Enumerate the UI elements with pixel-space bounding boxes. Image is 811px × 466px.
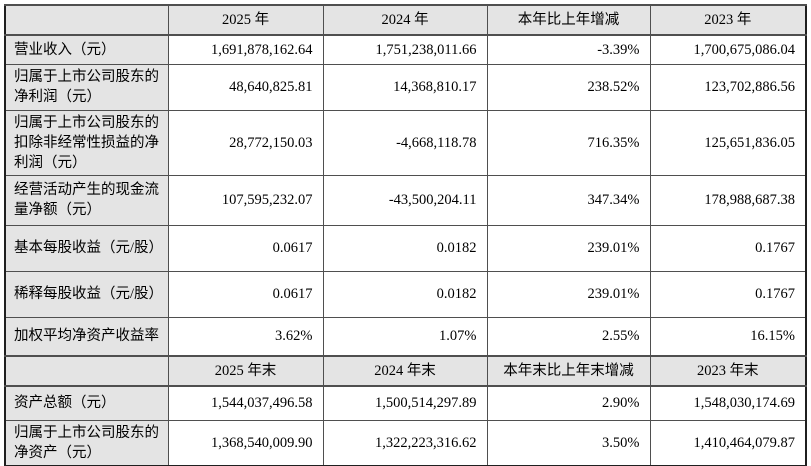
row-label: 基本每股收益（元/股）: [4, 224, 169, 272]
cell-2024: 0.0182: [322, 224, 488, 272]
row-label: 加权平均净资产收益率: [4, 316, 169, 357]
table-row-diluted-eps: 稀释每股收益（元/股） 0.0617 0.0182 239.01% 0.1767: [4, 270, 807, 318]
cell-2024-end: 1,322,223,316.62: [322, 419, 488, 466]
corner-cell: [4, 355, 169, 387]
cell-2023: 123,702,886.56: [649, 63, 807, 111]
row-label: 归属于上市公司股东的扣除非经常性损益的净利润（元）: [4, 109, 169, 176]
cell-2023: 16.15%: [649, 316, 807, 357]
cell-yoy-change: 239.01%: [486, 270, 651, 318]
cell-2024-end: 1,500,514,297.89: [322, 385, 488, 421]
table-row-basic-eps: 基本每股收益（元/股） 0.0617 0.0182 239.01% 0.1767: [4, 224, 807, 272]
cell-period-end-change: 2.90%: [486, 385, 651, 421]
row-label: 营业收入（元）: [4, 34, 169, 65]
col-header-2023: 2023 年: [649, 4, 807, 36]
cell-yoy-change: 716.35%: [486, 109, 651, 176]
cell-yoy-change: 347.34%: [486, 174, 651, 226]
cell-2025-end: 1,544,037,496.58: [167, 385, 324, 421]
cell-2025: 107,595,232.07: [167, 174, 324, 226]
key-financials-table: 2025 年 2024 年 本年比上年增减 2023 年 营业收入（元） 1,6…: [4, 4, 807, 466]
table-row-total-assets: 资产总额（元） 1,544,037,496.58 1,500,514,297.8…: [4, 385, 807, 421]
col-header-2023-end: 2023 年末: [649, 355, 807, 387]
cell-2023-end: 1,410,464,079.87: [649, 419, 807, 466]
cell-yoy-change: 2.55%: [486, 316, 651, 357]
table-row-net-profit: 归属于上市公司股东的净利润（元） 48,640,825.81 14,368,81…: [4, 63, 807, 111]
cell-2023: 0.1767: [649, 270, 807, 318]
col-header-yoy-change: 本年比上年增减: [486, 4, 651, 36]
period-header-row: 2025 年 2024 年 本年比上年增减 2023 年: [4, 4, 807, 36]
row-label: 归属于上市公司股东的净利润（元）: [4, 63, 169, 111]
cell-period-end-change: 3.50%: [486, 419, 651, 466]
cell-2024: 14,368,810.17: [322, 63, 488, 111]
corner-cell: [4, 4, 169, 36]
row-label: 归属于上市公司股东的净资产（元）: [4, 419, 169, 466]
cell-2024: 1,751,238,011.66: [322, 34, 488, 65]
cell-2024: 0.0182: [322, 270, 488, 318]
table-row-weighted-avg-roe: 加权平均净资产收益率 3.62% 1.07% 2.55% 16.15%: [4, 316, 807, 357]
table-row-operating-cash-flow: 经营活动产生的现金流量净额（元） 107,595,232.07 -43,500,…: [4, 174, 807, 226]
col-header-2025-end: 2025 年末: [167, 355, 324, 387]
cell-2023: 0.1767: [649, 224, 807, 272]
cell-2023-end: 1,548,030,174.69: [649, 385, 807, 421]
cell-2023: 178,988,687.38: [649, 174, 807, 226]
row-label: 经营活动产生的现金流量净额（元）: [4, 174, 169, 226]
cell-2025: 48,640,825.81: [167, 63, 324, 111]
cell-2025: 0.0617: [167, 270, 324, 318]
row-label: 稀释每股收益（元/股）: [4, 270, 169, 318]
col-header-2025: 2025 年: [167, 4, 324, 36]
cell-2024: -43,500,204.11: [322, 174, 488, 226]
period-end-header-row: 2025 年末 2024 年末 本年末比上年末增减 2023 年末: [4, 355, 807, 387]
cell-2023: 125,651,836.05: [649, 109, 807, 176]
cell-2025: 0.0617: [167, 224, 324, 272]
table-row-net-profit-excl-nonrecurring: 归属于上市公司股东的扣除非经常性损益的净利润（元） 28,772,150.03 …: [4, 109, 807, 176]
table-row-net-assets: 归属于上市公司股东的净资产（元） 1,368,540,009.90 1,322,…: [4, 419, 807, 466]
cell-2025-end: 1,368,540,009.90: [167, 419, 324, 466]
row-label: 资产总额（元）: [4, 385, 169, 421]
cell-2025: 3.62%: [167, 316, 324, 357]
col-header-period-end-change: 本年末比上年末增减: [486, 355, 651, 387]
table-row-revenue: 营业收入（元） 1,691,878,162.64 1,751,238,011.6…: [4, 34, 807, 65]
col-header-2024-end: 2024 年末: [322, 355, 488, 387]
cell-2025: 28,772,150.03: [167, 109, 324, 176]
cell-2024: 1.07%: [322, 316, 488, 357]
col-header-2024: 2024 年: [322, 4, 488, 36]
cell-2024: -4,668,118.78: [322, 109, 488, 176]
cell-2023: 1,700,675,086.04: [649, 34, 807, 65]
cell-yoy-change: 238.52%: [486, 63, 651, 111]
cell-2025: 1,691,878,162.64: [167, 34, 324, 65]
cell-yoy-change: -3.39%: [486, 34, 651, 65]
cell-yoy-change: 239.01%: [486, 224, 651, 272]
